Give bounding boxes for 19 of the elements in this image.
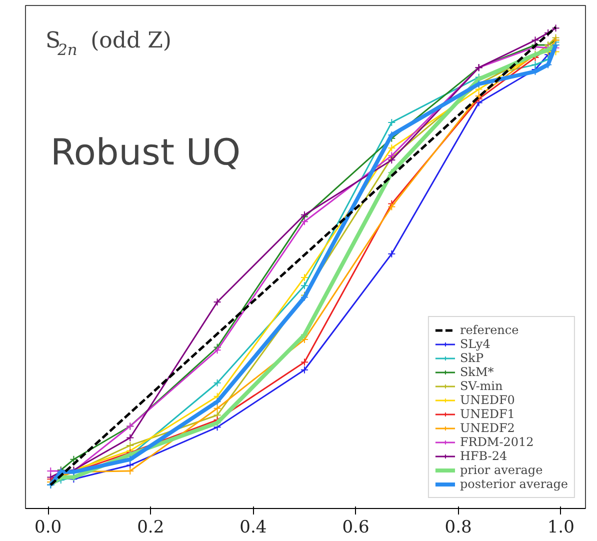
legend-label: SkM* [460, 365, 494, 379]
legend-label: UNEDF1 [460, 407, 515, 421]
legend-label: HFB-24 [460, 449, 508, 463]
legend-label: FRDM-2012 [460, 435, 534, 449]
x-tick-label: 0.2 [137, 518, 164, 538]
legend-label: prior average [460, 463, 543, 477]
x-tick-label: 0.0 [34, 518, 62, 538]
x-tick-label: 0.4 [240, 518, 267, 538]
legend-label: reference [460, 323, 519, 337]
legend-label: posterior average [460, 477, 568, 491]
legend-label: SkP [460, 351, 484, 365]
x-tick-label: 0.8 [444, 518, 472, 538]
x-tick-label: 1.0 [547, 518, 574, 538]
x-tick-label: 0.6 [342, 518, 370, 538]
legend-label: SV-min [460, 379, 503, 393]
legend-label: UNEDF2 [460, 421, 515, 435]
legend-label: SLy4 [460, 337, 490, 351]
annotation: Robust UQ [50, 132, 241, 174]
legend-label: UNEDF0 [460, 393, 515, 407]
